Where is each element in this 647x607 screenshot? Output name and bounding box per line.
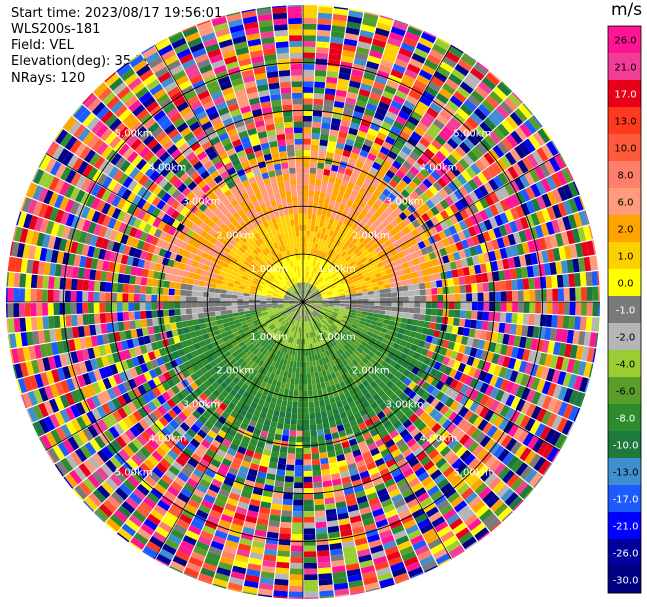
azimuth-spoke [302,153,561,303]
colorbar-segment [608,296,641,324]
colorbar-border [607,25,642,594]
azimuth-spoke [302,301,561,451]
colorbar-tick-label: -26.0 [613,549,639,560]
nrays-label: NRays: 120 [11,71,86,86]
ring-label-3km: 3.00km [182,400,220,411]
ring-label-4km: 4.00km [420,163,458,174]
ring-label-4km: 4.00km [149,163,187,174]
colorbar-segment [608,215,641,243]
colorbar-segment [608,512,641,540]
ring-label-1km: 1.00km [250,332,288,343]
colorbar-tick-label: -1.0 [616,306,636,317]
colorbar-segment [608,242,641,270]
ring-label-5km: 5.00km [115,129,153,140]
ring-label-2km: 2.00km [216,230,254,241]
azimuth-spoke [302,44,452,303]
ring-label-1km: 1.00km [318,264,356,275]
ppi-gates [6,5,600,599]
colorbar-segment [608,107,641,135]
ring-label-5km: 5.00km [453,467,491,478]
colorbar-tick-label: -8.0 [616,414,636,425]
colorbar-segment [608,350,641,378]
colorbar-segment [608,404,641,432]
colorbar-segment [608,539,641,567]
azimuth-spoke [45,153,304,303]
colorbar-tick-label: 2.0 [618,225,634,236]
start-time-label: Start time: 2023/08/17 19:56:01 [11,6,223,21]
ring-label-3km: 3.00km [386,400,424,411]
instrument-label: WLS200s-181 [11,22,101,37]
colorbar-tick-label: -4.0 [616,360,636,371]
ring-label-2km: 2.00km [352,366,390,377]
ring-label-1km: 1.00km [250,264,288,275]
colorbar-tick-label: -13.0 [613,468,639,479]
colorbar-tick-label: 21.0 [614,63,636,74]
colorbar-segment [608,269,641,297]
colorbar: 26.0 21.0 17.0 13.0 10.0 8.0 6.0 2.0 1.0 0.0 -1.0 -… [607,25,642,594]
colorbar-tick-label: -17.0 [613,495,639,506]
ring-label-2km: 2.00km [352,230,390,241]
range-rings-overlay: 1.00km 1.00km 1.00km 1.00km 2.00km 2.00km 2.00… [6,5,600,599]
colorbar-segment [608,323,641,351]
colorbar-segment [608,566,641,594]
colorbar-segment [608,80,641,108]
ring-label-4km: 4.00km [420,433,458,444]
colorbar-unit: m/s [611,0,643,20]
colorbar-tick-label: 10.0 [614,144,636,155]
colorbar-tick-label: 17.0 [614,90,636,101]
colorbar-tick-label: 0.0 [618,279,634,290]
colorbar-tick-label: 6.0 [618,198,634,209]
ring-label-3km: 3.00km [386,196,424,207]
ring-label-5km: 5.00km [453,129,491,140]
field-label: Field: VEL [11,38,74,53]
colorbar-tick-label: -2.0 [616,333,636,344]
colorbar-tick-label: -21.0 [613,522,639,533]
colorbar-segment [608,161,641,189]
colorbar-segment [608,485,641,513]
colorbar-tick-label: 13.0 [614,117,636,128]
colorbar-segment [608,431,641,459]
colorbar-tick-label: 26.0 [614,36,636,47]
azimuth-spoke [154,301,304,560]
colorbar-tick-label: -6.0 [616,387,636,398]
colorbar-tick-label: 8.0 [618,171,634,182]
colorbar-tick-label: -30.0 [613,576,639,587]
ring-label-5km: 5.00km [115,467,153,478]
ring-label-3km: 3.00km [182,196,220,207]
azimuth-spoke [302,301,452,560]
colorbar-segment [608,458,641,486]
elevation-label: Elevation(deg): 35.30 [11,54,152,69]
colorbar-segment [608,134,641,162]
colorbar-tick-label: -10.0 [613,441,639,452]
azimuth-spoke [45,301,304,451]
colorbar-segment [608,53,641,81]
colorbar-tick-label: 1.0 [618,252,634,263]
colorbar-segment [608,188,641,216]
ring-label-4km: 4.00km [149,433,187,444]
ring-label-2km: 2.00km [216,366,254,377]
ring-label-1km: 1.00km [318,332,356,343]
colorbar-segment [608,26,641,54]
colorbar-segment [608,377,641,405]
azimuth-spoke [154,44,304,303]
